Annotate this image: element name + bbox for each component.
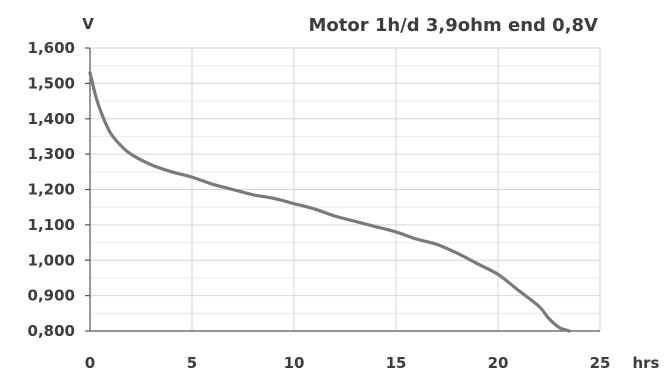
y-axis-unit: V	[82, 15, 94, 33]
y-tick-label: 0,900	[28, 287, 75, 305]
chart-title: Motor 1h/d 3,9ohm end 0,8V	[308, 15, 598, 36]
y-tick-label: 1,200	[28, 181, 75, 199]
grid-lines	[90, 47, 601, 331]
x-axis-unit: hrs	[632, 354, 659, 372]
x-tick-label: 25	[590, 354, 611, 372]
y-tick-label: 1,500	[28, 74, 75, 92]
x-tick-label: 0	[85, 354, 95, 372]
y-tick-label: 1,600	[28, 39, 75, 57]
y-tick-label: 0,800	[28, 322, 75, 340]
x-tick-label: 10	[284, 354, 305, 372]
x-tick-label: 5	[187, 354, 197, 372]
series-line	[88, 71, 571, 333]
x-tick-label: 20	[488, 354, 509, 372]
axes	[85, 47, 600, 332]
y-tick-label: 1,300	[28, 145, 75, 163]
y-tick-label: 1,100	[28, 216, 75, 234]
y-tick-label: 1,400	[28, 110, 75, 128]
series-group	[88, 71, 571, 333]
tick-labels: 0,800 0,900 1,000 1,100 1,200 1,300 1,400 1,500…	[28, 39, 611, 372]
x-tick-label: 15	[386, 354, 407, 372]
y-tick-label: 1,000	[28, 251, 75, 269]
